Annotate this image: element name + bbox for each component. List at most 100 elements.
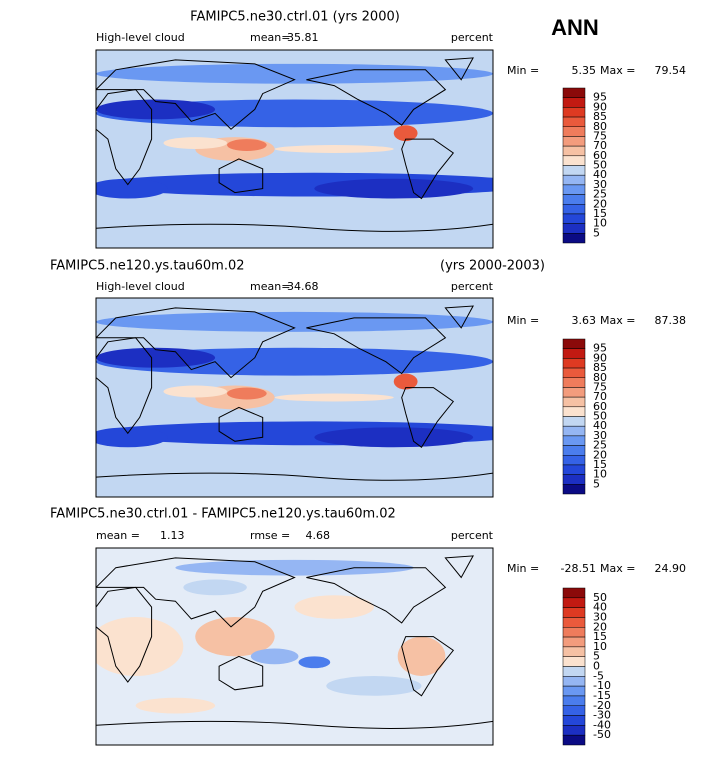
min-value: 3.63 — [572, 314, 597, 327]
colorbar-label: 70 — [593, 390, 607, 403]
colorbar-label: -30 — [593, 709, 611, 722]
coastline — [96, 720, 493, 729]
coastline — [96, 557, 296, 628]
colorbar-box — [562, 445, 586, 456]
colorbar-box — [562, 338, 586, 349]
contour-region — [96, 427, 168, 448]
colorbar-label: 20 — [593, 448, 607, 461]
colorbar-box — [562, 676, 586, 687]
colorbar-label: 15 — [593, 458, 607, 471]
min-label: Min = — [507, 64, 539, 77]
contour-region — [326, 676, 422, 696]
coastline — [444, 555, 474, 579]
colorbar-label: 30 — [593, 610, 607, 623]
colorbar-box — [562, 116, 586, 127]
contour-region — [96, 347, 216, 368]
coastline — [401, 636, 455, 697]
coastline — [444, 57, 474, 81]
colorbar-box — [562, 646, 586, 657]
colorbar-box — [562, 165, 586, 176]
mean-value: 35.81 — [287, 31, 319, 44]
units: percent — [451, 31, 494, 44]
min-value: 5.35 — [572, 64, 597, 77]
coastline — [96, 337, 153, 435]
panel-title-right: (yrs 2000-2003) — [440, 259, 545, 274]
mean-label: mean= — [250, 31, 290, 44]
colorbar-box — [562, 725, 586, 736]
colorbar-box — [562, 174, 586, 186]
colorbar-label: -10 — [593, 679, 611, 692]
coastline — [306, 317, 447, 375]
colorbar-box — [562, 155, 586, 166]
coastline — [96, 586, 153, 683]
colorbar-box — [562, 387, 586, 398]
colorbar-label: 30 — [593, 178, 607, 191]
coastline — [96, 89, 153, 186]
colorbar-label: -20 — [593, 699, 611, 712]
colorbar-box — [562, 705, 586, 716]
coastline — [306, 69, 447, 126]
coastline — [218, 158, 264, 194]
contour-region — [393, 125, 418, 142]
colorbar-label: 85 — [593, 361, 607, 374]
colorbar-box — [562, 416, 586, 427]
colorbar-label: 50 — [593, 591, 607, 604]
contour-region — [163, 137, 228, 149]
contour-region — [96, 311, 493, 332]
colorbar-label: 90 — [593, 351, 607, 364]
colorbar-label: 80 — [593, 120, 607, 133]
colorbar-box — [562, 213, 586, 224]
map-frame — [95, 49, 494, 249]
mean-value: 34.68 — [287, 280, 319, 293]
map — [96, 548, 493, 745]
colorbar-label: 10 — [593, 468, 607, 481]
panel-title: FAMIPC5.ne30.ctrl.01 - FAMIPC5.ne120.ys.… — [50, 507, 396, 522]
coastline — [306, 567, 447, 624]
contour-region — [274, 393, 394, 402]
contour-region — [163, 385, 228, 398]
contour-region — [397, 636, 446, 677]
colorbar-label: 30 — [593, 429, 607, 442]
colorbar-label: 0 — [593, 660, 600, 673]
colorbar-box — [562, 455, 586, 466]
max-value: 79.54 — [655, 64, 687, 77]
contour-region — [227, 139, 267, 151]
colorbar-box — [562, 223, 586, 234]
max-label: Max = — [600, 314, 635, 327]
colorbar-label: 25 — [593, 188, 607, 201]
coastline — [401, 387, 455, 449]
min-label: Min = — [507, 562, 539, 575]
coastline — [96, 307, 296, 379]
colorbar-box — [562, 685, 586, 697]
map — [96, 298, 493, 497]
colorbar-label: 25 — [593, 439, 607, 452]
contour-region — [314, 178, 474, 199]
contour-region — [393, 373, 418, 390]
mean-label: mean = — [96, 529, 140, 542]
max-value: 87.38 — [655, 314, 687, 327]
colorbar-box — [562, 358, 586, 369]
colorbar-box — [562, 406, 586, 417]
colorbar-box — [562, 194, 586, 205]
colorbar-label: -5 — [593, 669, 604, 682]
colorbar-label: 60 — [593, 400, 607, 413]
colorbar-box — [562, 474, 586, 485]
coastline — [218, 406, 264, 442]
colorbar-box — [562, 636, 586, 648]
colorbar-box — [562, 734, 586, 746]
colorbar-box — [562, 377, 586, 388]
colorbar-box — [562, 145, 586, 157]
max-label: Max = — [600, 562, 635, 575]
colorbar-box — [562, 396, 586, 408]
colorbar-label: 80 — [593, 371, 607, 384]
colorbar-label: 20 — [593, 620, 607, 633]
colorbar-box — [562, 233, 586, 244]
coastline — [96, 223, 493, 232]
colorbar-label: 5 — [593, 226, 600, 239]
colorbar-label: -15 — [593, 689, 611, 702]
colorbar-box — [562, 627, 586, 638]
contour-region — [298, 656, 331, 669]
contour-region — [183, 579, 247, 596]
contour-region — [250, 648, 299, 665]
colorbar-box — [562, 107, 586, 118]
